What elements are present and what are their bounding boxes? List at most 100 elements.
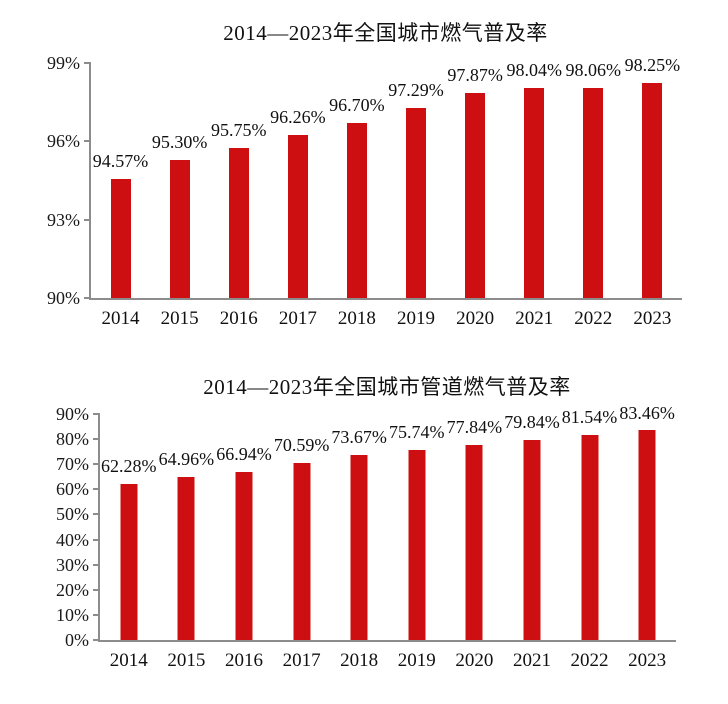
bar-slot: 98.25% 2023 [623,55,682,328]
x-axis-label: 2022 [570,650,609,671]
plot-area: 90% 93% 96% 99% 94.57% 2014 95.30% 2015 95.75% 20… [47,54,682,328]
bar-slot: 95.30% 2015 [150,63,209,328]
x-axis-label: 2018 [340,650,379,671]
tick-mark-icon [93,613,100,616]
tick-mark-icon [93,538,100,541]
bar [406,107,427,298]
x-axis-label: 2018 [337,308,376,329]
bar-slot: 94.57% 2014 [91,63,150,328]
tick-mark-icon [84,62,91,64]
value-label: 97.87% [447,64,503,85]
bar [177,476,195,640]
tick-mark-icon [93,488,100,491]
bar-slot: 98.04% 2021 [505,60,564,328]
bar [465,92,486,298]
bar-slot: 66.94% 2016 [215,414,273,670]
bar [524,88,545,298]
y-axis-tick-label: 80% [56,429,89,450]
x-axis-label: 2017 [282,650,321,671]
bar [350,455,368,640]
tick-mark-icon [93,513,100,516]
bar [110,178,131,298]
y-axis-tick-label: 96% [47,131,80,152]
bar [638,430,656,640]
y-axis-tick-label: 90% [47,288,80,308]
piped-gas-penetration-chart: 2014—2023年全国城市管道燃气普及率 0% 10% 20% 30% 40% 50% 6… [0,352,728,704]
x-axis-label: 2020 [455,650,494,671]
bar [523,439,541,640]
bar [642,82,663,298]
x-axis-label: 2017 [278,308,317,329]
x-axis-label: 2021 [515,308,554,329]
value-label: 94.57% [92,150,149,171]
bar-slot: 73.67% 2018 [330,414,388,670]
x-axis-label: 2015 [167,650,206,671]
value-label: 83.46% [619,402,675,423]
y-axis-tick-label: 60% [56,479,89,500]
bar [228,147,249,298]
bar [346,123,367,298]
x-axis-label: 2016 [224,650,263,671]
bar-slot: 77.84% 2020 [446,414,504,670]
value-label: 75.74% [389,422,445,443]
bar [169,159,190,298]
tick-mark-icon [84,218,91,221]
bar [408,449,426,640]
x-axis-label: 2014 [101,308,140,329]
x-axis-label: 2023 [633,308,672,329]
value-label: 97.29% [388,79,444,100]
bar-slot: 81.54% 2022 [561,408,619,670]
chart-title: 2014—2023年全国城市燃气普及率 [223,21,548,45]
tick-mark-icon [93,588,100,591]
value-label: 81.54% [561,407,618,428]
value-label: 98.04% [506,60,562,81]
x-axis-label: 2016 [219,308,258,329]
bars-area: 62.28% 2014 64.96% 2015 66.94% 2016 70.59% 2017… [100,403,676,670]
y-axis-tick-label: 10% [56,604,89,625]
tick-mark-icon [93,413,100,415]
y-axis-tick-label: 20% [56,579,89,600]
bar-slot: 64.96% 2015 [158,414,216,670]
bar-slot: 97.29% 2019 [386,63,445,328]
value-label: 96.26% [270,106,326,127]
value-label: 96.70% [329,95,385,116]
plot-area: 0% 10% 20% 30% 40% 50% 60% 70% 80% 90% 62.28% 2014 6… [56,403,676,670]
tick-mark-icon [84,140,91,143]
bar-slot: 98.06% 2022 [564,60,623,328]
value-label: 70.59% [273,434,330,455]
x-axis-label: 2019 [397,308,436,329]
y-axis-tick-label: 0% [65,630,89,650]
bar-slot: 79.84% 2021 [503,411,561,670]
bars-area: 94.57% 2014 95.30% 2015 95.75% 2016 96.26% 2017… [91,55,682,328]
y-axis-tick-label: 50% [56,504,89,525]
city-gas-penetration-chart: 2014—2023年全国城市燃气普及率 90% 93% 96% 99% 94.57% 20… [47,21,682,328]
bar [287,134,308,298]
bar-slot: 75.74% 2019 [388,414,446,670]
bar [465,444,483,640]
x-axis-label: 2014 [109,650,148,671]
value-label: 95.75% [210,120,267,141]
x-axis-label: 2015 [160,308,199,329]
tick-mark-icon [93,438,100,441]
value-label: 77.84% [446,416,503,437]
bar-slot: 62.28% 2014 [100,414,158,670]
bar-slot: 83.46% 2023 [618,403,676,670]
bar-slot: 95.75% 2016 [209,63,268,328]
bar [235,471,253,640]
value-label: 79.84% [504,411,560,432]
chart-title: 2014—2023年全国城市管道燃气普及率 [203,375,571,399]
bar [293,462,311,640]
value-label: 66.94% [216,444,272,465]
tick-mark-icon [93,463,100,466]
tick-mark-icon [93,563,100,566]
y-axis-tick-label: 90% [56,404,89,424]
value-label: 64.96% [158,449,215,470]
x-axis-label: 2021 [512,650,551,671]
bar-slot: 70.59% 2017 [273,414,331,670]
x-axis-label: 2020 [456,308,495,329]
bar-slot: 96.70% 2018 [327,63,386,328]
tick-mark-icon [93,639,100,641]
tick-mark-icon [84,297,91,299]
bar [583,87,604,298]
